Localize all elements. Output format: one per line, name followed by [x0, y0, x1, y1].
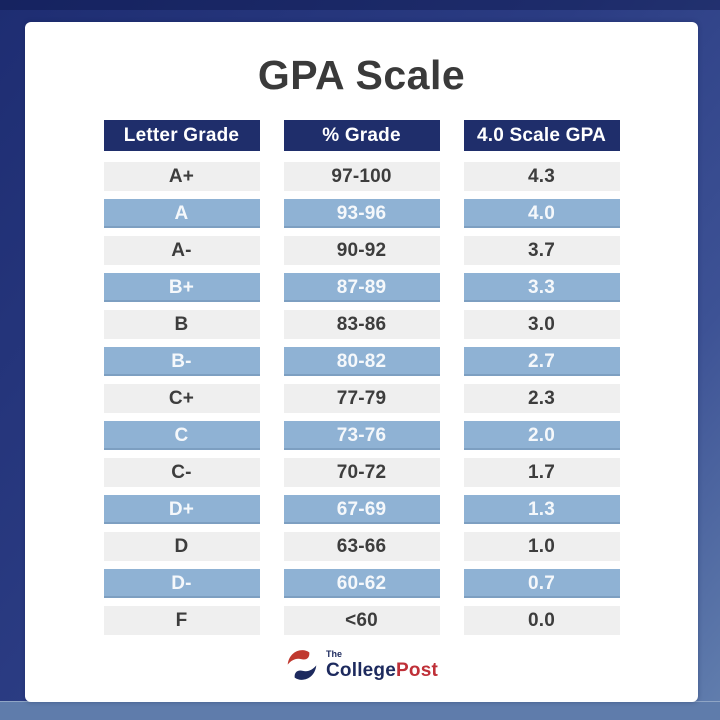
collegepost-wordmark: The CollegePost [325, 649, 438, 681]
logo-the-label: The [325, 649, 342, 659]
column-header: % Grade [283, 120, 440, 151]
percent-grade-cell: 97-100 [283, 162, 440, 191]
letter-grade-cell: D [103, 532, 260, 561]
letter-grade-cell: C+ [103, 384, 260, 413]
letter-grade-cell: A- [103, 236, 260, 265]
percent-grade-cell: 90-92 [283, 236, 440, 265]
gpa-cell: 3.0 [463, 310, 620, 339]
percent-grade-cell: 70-72 [283, 458, 440, 487]
letter-grade-cell: C- [103, 458, 260, 487]
percent-grade-cell: 80-82 [283, 347, 440, 376]
percent-grade-cell: 83-86 [283, 310, 440, 339]
letter-grade-cell: B [103, 310, 260, 339]
gpa-cell: 0.0 [463, 606, 620, 635]
gpa-cell: 2.7 [463, 347, 620, 376]
gpa-cell: 1.3 [463, 495, 620, 524]
letter-grade-cell: D- [103, 569, 260, 598]
letter-grade-cell: B- [103, 347, 260, 376]
percent-grade-cell: 77-79 [283, 384, 440, 413]
letter-grade-cell: D+ [103, 495, 260, 524]
letter-grade-cell: A+ [103, 162, 260, 191]
gpa-cell: 2.0 [463, 421, 620, 450]
gpa-cell: 2.3 [463, 384, 620, 413]
percent-grade-cell: 60-62 [283, 569, 440, 598]
column-header: Letter Grade [103, 120, 260, 151]
percent-grade-cell: 73-76 [283, 421, 440, 450]
gpa-cell: 0.7 [463, 569, 620, 598]
gpa-cell: 3.3 [463, 273, 620, 302]
percent-grade-cell: <60 [283, 606, 440, 635]
letter-grade-cell: C [103, 421, 260, 450]
column-header: 4.0 Scale GPA [463, 120, 620, 151]
logo-post-label: Post [396, 660, 438, 681]
letter-grade-cell: F [103, 606, 260, 635]
logo-college-label: College [325, 660, 397, 681]
percent-grade-cell: 93-96 [283, 199, 440, 228]
gpa-cell: 4.0 [463, 199, 620, 228]
letter-grade-cell: B+ [103, 273, 260, 302]
gpa-cell: 1.7 [463, 458, 620, 487]
percent-grade-cell: 63-66 [283, 532, 440, 561]
collegepost-logo-icon [285, 648, 319, 682]
page-title: GPA Scale [257, 52, 466, 98]
gpa-cell: 1.0 [463, 532, 620, 561]
letter-grade-cell: A [103, 199, 260, 228]
percent-grade-cell: 87-89 [283, 273, 440, 302]
logo-word: CollegePost [326, 661, 438, 680]
gpa-cell: 4.3 [463, 162, 620, 191]
gpa-table: Letter Grade % Grade 4.0 Scale GPA A+ 97-100… [25, 120, 698, 635]
gpa-cell: 3.7 [463, 236, 620, 265]
percent-grade-cell: 67-69 [283, 495, 440, 524]
infographic-card: GPA Scale Letter Grade % Grade 4.0 Scale G… [25, 22, 698, 702]
collegepost-logo: The CollegePost [25, 648, 698, 682]
